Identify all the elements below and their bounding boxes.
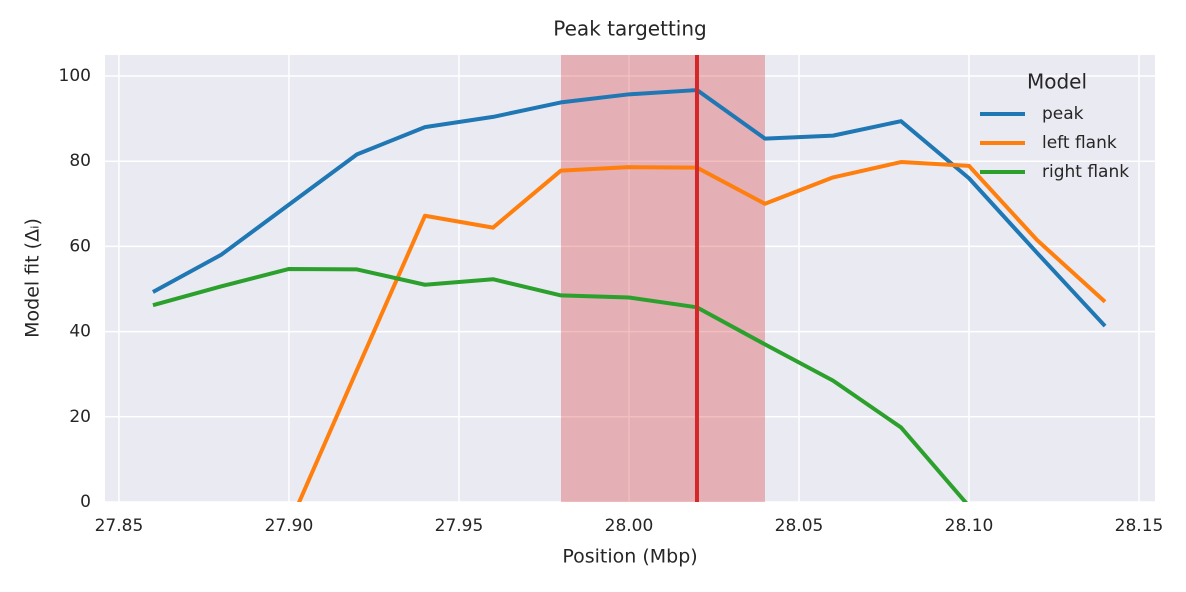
x-tick-label: 28.15 [1115,516,1164,536]
legend-title: Model [1027,70,1087,94]
y-tick-label: 0 [80,492,91,512]
legend-label: left flank [1042,133,1117,153]
y-axis-label: Model fit (Δᵢ) [22,218,44,338]
x-axis-label: Position (Mbp) [562,546,697,568]
highlight-span [560,55,765,502]
x-tick-label: 28.05 [775,516,824,536]
x-tick-label: 28.10 [945,516,994,536]
y-tick-label: 100 [59,66,91,86]
y-tick-label: 60 [69,236,91,256]
plot-area [105,55,1155,502]
legend: Model peak left flank right flank [980,70,1129,182]
x-tick-label: 27.95 [435,516,484,536]
y-tick-label: 80 [69,151,91,171]
series-line [152,266,968,502]
x-tick-label: 27.90 [265,516,314,536]
grid [105,55,1155,503]
y-tick-label: 40 [69,322,91,342]
series-line [151,88,1107,328]
y-tick-label: 20 [69,407,91,427]
chart-title: Peak targetting [553,17,706,41]
x-tick-label: 27.85 [95,516,144,536]
legend-label: right flank [1042,162,1129,182]
x-tick-label: 28.00 [605,516,654,536]
legend-label: peak [1042,104,1084,124]
plot [151,55,1107,502]
